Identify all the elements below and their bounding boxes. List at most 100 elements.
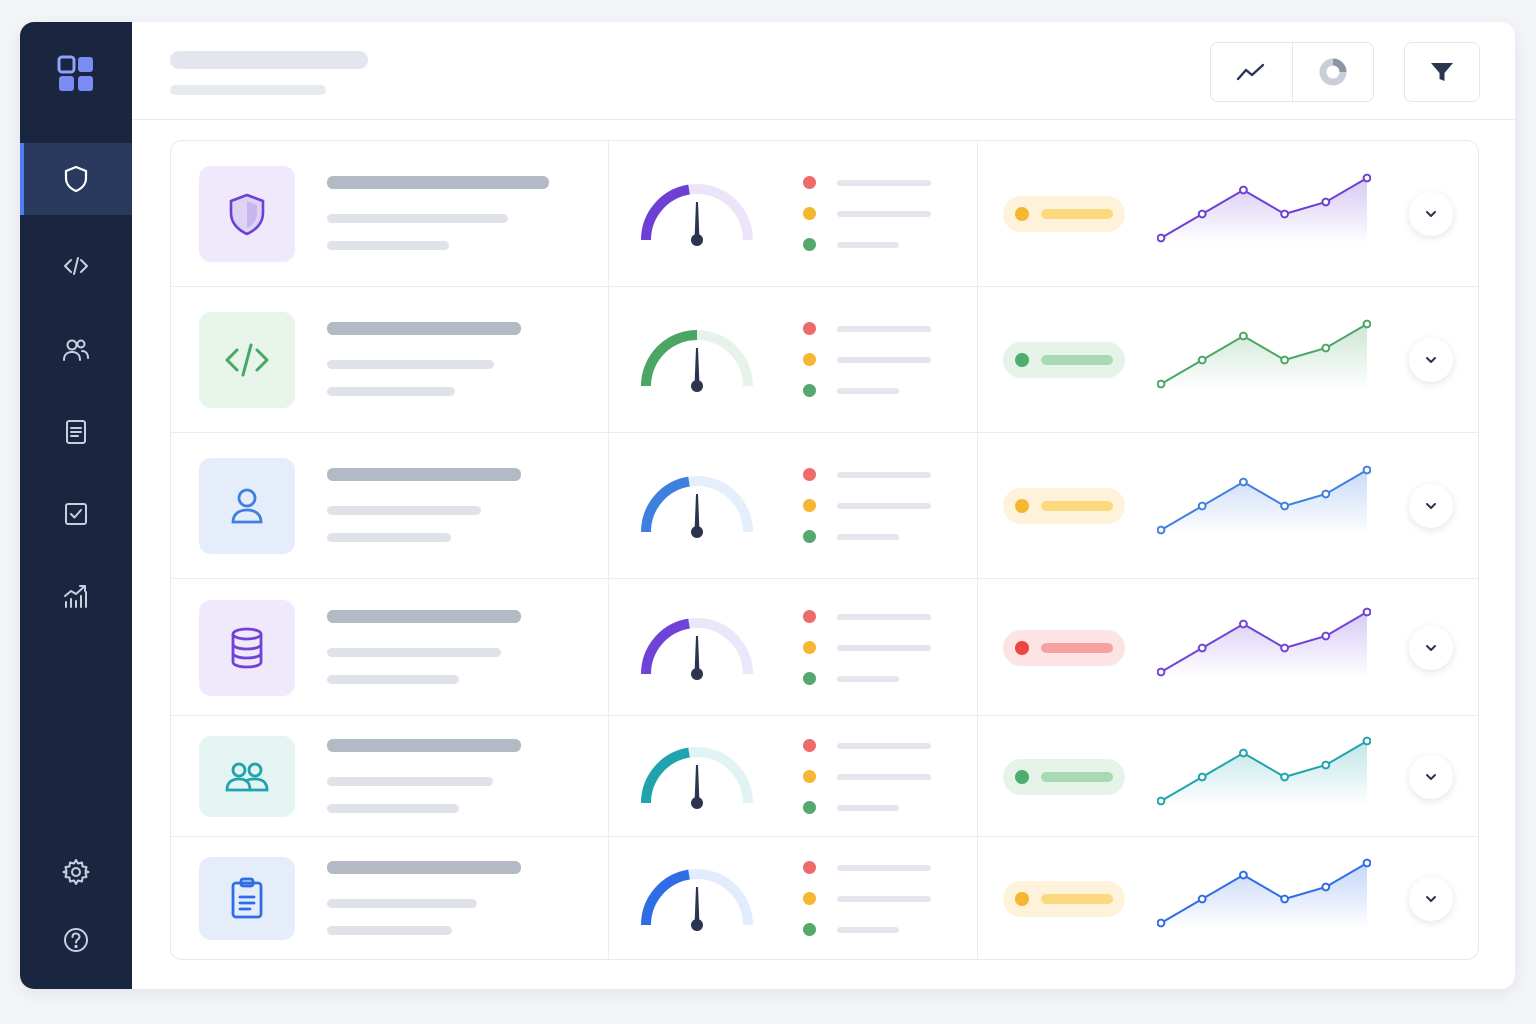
trend-point bbox=[1280, 501, 1289, 511]
gauge-value-arc bbox=[641, 476, 690, 533]
legend-line bbox=[837, 742, 931, 749]
trend-point bbox=[1157, 379, 1166, 389]
sidebar-item-settings[interactable] bbox=[20, 836, 132, 908]
dashboard-grid-icon[interactable] bbox=[56, 54, 96, 94]
trend-point bbox=[1362, 736, 1371, 745]
trend-point bbox=[1280, 772, 1289, 781]
trend-line bbox=[1160, 739, 1368, 802]
header bbox=[132, 22, 1515, 120]
trend-point bbox=[1239, 619, 1248, 628]
row-meta-placeholder bbox=[327, 674, 459, 684]
trend-point bbox=[1321, 760, 1331, 769]
sidebar-item-security[interactable] bbox=[20, 143, 132, 215]
row-title-placeholder bbox=[327, 468, 521, 481]
filter-button[interactable] bbox=[1404, 42, 1480, 102]
donut-chart-icon bbox=[1319, 58, 1347, 86]
row-icon-tile bbox=[199, 458, 295, 554]
legend-dot-green bbox=[803, 238, 816, 251]
legend-line bbox=[837, 675, 899, 682]
legend-line bbox=[837, 926, 899, 933]
expand-row-button[interactable] bbox=[1409, 192, 1453, 236]
gauge-chart bbox=[641, 476, 753, 538]
row-meta-placeholder bbox=[327, 925, 452, 935]
sidebar bbox=[20, 22, 132, 989]
table-row[interactable] bbox=[171, 579, 1478, 716]
expand-row-button[interactable] bbox=[1409, 338, 1453, 382]
table-row[interactable] bbox=[171, 716, 1478, 837]
legend-dot-amber bbox=[803, 640, 816, 654]
gauge-chart bbox=[641, 617, 753, 680]
app-window bbox=[20, 22, 1515, 989]
status-badge bbox=[1003, 196, 1125, 232]
gauge-value-arc bbox=[641, 184, 690, 241]
sidebar-item-analytics[interactable] bbox=[20, 560, 132, 632]
table-row[interactable] bbox=[171, 837, 1478, 959]
legend-line bbox=[837, 180, 931, 186]
legend-line bbox=[837, 357, 931, 363]
trend-point bbox=[1239, 870, 1248, 879]
expand-row-button[interactable] bbox=[1409, 876, 1453, 921]
row-meta-placeholder bbox=[327, 387, 455, 396]
chevron-down-icon bbox=[1426, 773, 1436, 780]
table-row[interactable] bbox=[171, 433, 1478, 579]
legend-line bbox=[837, 895, 931, 902]
sidebar-item-users[interactable] bbox=[20, 314, 132, 386]
row-subtitle-placeholder bbox=[327, 647, 501, 657]
trend-point bbox=[1321, 489, 1331, 499]
column-divider bbox=[977, 141, 978, 959]
trend-point bbox=[1157, 918, 1166, 927]
status-label-placeholder bbox=[1041, 501, 1113, 511]
legend-line bbox=[837, 613, 931, 620]
legend-line bbox=[837, 773, 931, 780]
gauge-value-arc bbox=[641, 618, 690, 674]
row-meta-placeholder bbox=[327, 803, 459, 813]
trend-point bbox=[1321, 197, 1331, 207]
trend-point bbox=[1157, 233, 1166, 243]
legend-dot-amber bbox=[803, 353, 816, 366]
expand-row-button[interactable] bbox=[1409, 625, 1453, 670]
status-label-placeholder bbox=[1041, 642, 1113, 653]
row-title-placeholder bbox=[327, 609, 521, 623]
row-icon-tile bbox=[199, 736, 295, 817]
team-icon bbox=[225, 762, 269, 791]
trend-line bbox=[1160, 469, 1368, 531]
status-dot bbox=[1015, 499, 1029, 513]
status-dot bbox=[1015, 207, 1029, 221]
row-meta-placeholder bbox=[327, 241, 449, 250]
status-badge bbox=[1003, 880, 1125, 917]
expand-row-button[interactable] bbox=[1409, 484, 1453, 528]
line-chart-view-button[interactable] bbox=[1211, 43, 1292, 101]
status-badge bbox=[1003, 342, 1125, 378]
trend-sparkline bbox=[1157, 858, 1371, 929]
row-title-placeholder bbox=[327, 322, 521, 335]
sidebar-item-code[interactable] bbox=[20, 230, 132, 302]
legend-dot-red bbox=[803, 738, 816, 752]
page-title-placeholder bbox=[170, 51, 368, 69]
chevron-down-icon bbox=[1426, 503, 1436, 509]
trend-point bbox=[1280, 643, 1289, 652]
chevron-down-icon bbox=[1426, 211, 1436, 217]
shield-icon bbox=[64, 165, 88, 193]
trend-point bbox=[1197, 501, 1207, 511]
chart-view-toggle bbox=[1210, 42, 1374, 102]
gauge-needle bbox=[694, 494, 700, 532]
shield-icon bbox=[229, 193, 265, 236]
legend-dot-amber bbox=[803, 207, 816, 220]
legend-dot-amber bbox=[803, 769, 816, 783]
legend-line bbox=[837, 644, 931, 651]
trend-line bbox=[1160, 861, 1368, 924]
legend-dot-green bbox=[803, 922, 816, 936]
trend-point bbox=[1362, 858, 1371, 867]
trend-sparkline bbox=[1157, 465, 1371, 536]
sidebar-item-documents[interactable] bbox=[20, 396, 132, 468]
donut-chart-view-button[interactable] bbox=[1291, 43, 1374, 101]
user-icon bbox=[231, 488, 263, 524]
sidebar-item-help[interactable] bbox=[20, 904, 132, 976]
table-row[interactable] bbox=[171, 141, 1478, 287]
trend-point bbox=[1197, 355, 1207, 365]
expand-row-button[interactable] bbox=[1409, 754, 1453, 799]
row-title-placeholder bbox=[327, 176, 549, 189]
table-row[interactable] bbox=[171, 287, 1478, 433]
sidebar-item-tasks[interactable] bbox=[20, 478, 132, 550]
trend-point bbox=[1321, 631, 1331, 640]
